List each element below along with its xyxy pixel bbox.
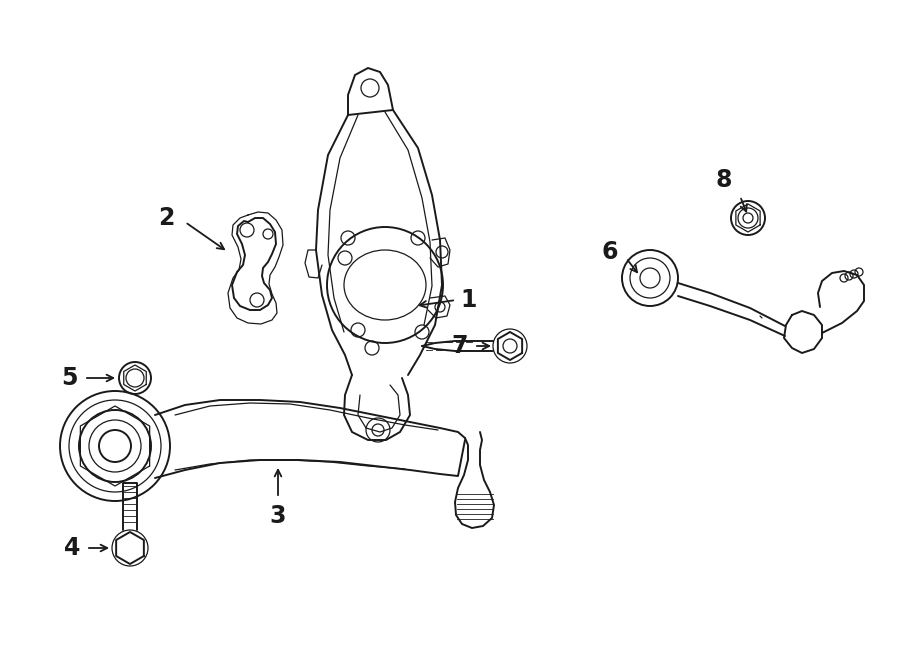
Text: 4: 4 <box>64 536 80 560</box>
Text: 1: 1 <box>460 288 476 312</box>
Text: 5: 5 <box>61 366 78 390</box>
Text: 2: 2 <box>158 206 175 230</box>
Text: 3: 3 <box>270 504 286 528</box>
Text: 8: 8 <box>716 168 733 192</box>
Text: 7: 7 <box>452 334 468 358</box>
Text: 6: 6 <box>601 240 618 264</box>
